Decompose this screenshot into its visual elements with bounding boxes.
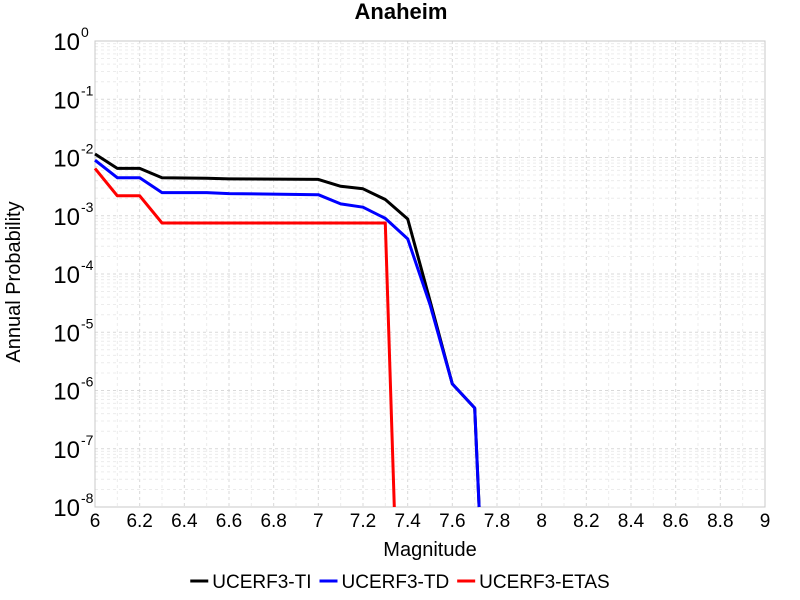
x-tick-label: 7.2 xyxy=(350,511,376,532)
x-tick-label: 9 xyxy=(760,511,771,532)
y-tick-label: 10 xyxy=(53,29,80,56)
x-tick-labels: 6 6.2 6.4 6.6 6.8 7 7.2 7.4 7.6 7.8 8 8.2 8.4 8.6 8.8 9 xyxy=(90,511,771,532)
legend-label-ucerf3-etas: UCERF3-ETAS xyxy=(479,572,610,593)
y-tick-exponent: -3 xyxy=(81,199,94,215)
y-tick-exponent: -7 xyxy=(81,432,94,448)
grid xyxy=(94,41,766,508)
x-tick-label: 6 xyxy=(90,511,101,532)
x-tick-label: 6.4 xyxy=(171,511,198,532)
x-tick-label: 7 xyxy=(313,511,324,532)
y-tick-label: 10 xyxy=(53,87,80,114)
x-tick-label: 8.8 xyxy=(707,511,733,532)
x-tick-label: 7.8 xyxy=(484,511,510,532)
x-tick-label: 8.6 xyxy=(662,511,688,532)
y-axis-label: Annual Probability xyxy=(3,201,25,362)
x-tick-label: 6.6 xyxy=(216,511,242,532)
y-tick-label: 10 xyxy=(53,495,80,522)
y-tick-exponent: -5 xyxy=(81,315,94,331)
series-line-ucerf3-etas xyxy=(93,167,396,508)
y-tick-exponent: -4 xyxy=(81,257,94,273)
x-axis-label: Magnitude xyxy=(383,539,476,561)
y-tick-exponent: -8 xyxy=(81,490,94,506)
legend-label-ucerf3-ti: UCERF3-TI xyxy=(212,572,311,593)
series-layer xyxy=(93,152,481,508)
series-line-ucerf3-td xyxy=(94,159,481,508)
y-tick-label: 10 xyxy=(53,146,80,173)
y-tick-exponent: -2 xyxy=(81,141,94,157)
x-tick-label: 8 xyxy=(536,511,547,532)
x-tick-label: 6.2 xyxy=(126,511,152,532)
legend-label-ucerf3-td: UCERF3-TD xyxy=(342,572,450,593)
y-tick-exponent: -1 xyxy=(81,82,94,98)
x-tick-label: 6.8 xyxy=(260,511,286,532)
y-tick-label: 10 xyxy=(53,204,80,231)
x-tick-label: 7.4 xyxy=(394,511,421,532)
y-tick-exponent: -6 xyxy=(81,374,94,390)
x-tick-label: 8.2 xyxy=(573,511,599,532)
chart-title: Anaheim xyxy=(355,0,448,24)
legend: UCERF3-TI UCERF3-TD UCERF3-ETAS xyxy=(190,572,610,593)
y-tick-label: 10 xyxy=(53,437,80,464)
plot-border xyxy=(94,40,766,508)
x-tick-label: 7.6 xyxy=(439,511,465,532)
x-tick-label: 8.4 xyxy=(618,511,645,532)
y-tick-label: 10 xyxy=(53,262,80,289)
y-tick-label: 10 xyxy=(53,379,80,406)
y-tick-label: 10 xyxy=(53,320,80,347)
y-tick-exponent: 0 xyxy=(81,24,89,40)
